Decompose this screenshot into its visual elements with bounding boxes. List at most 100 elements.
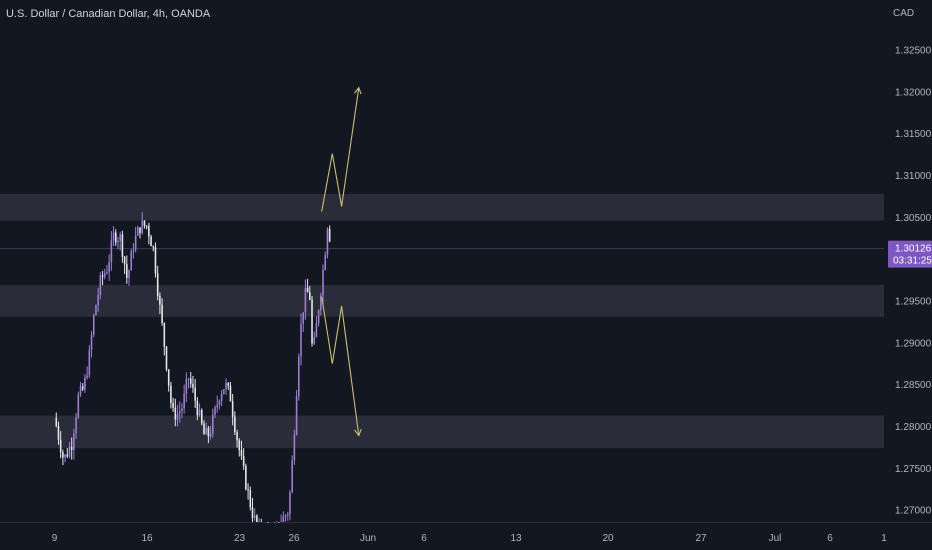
candle-body	[156, 273, 159, 296]
candle-body	[218, 400, 221, 405]
y-tick-label: 1.31500	[895, 129, 932, 140]
candle-body	[183, 393, 185, 409]
candle-body	[150, 236, 152, 247]
candle-body	[187, 378, 190, 380]
candle-body	[57, 426, 60, 440]
candle-body	[148, 225, 150, 237]
candle-body	[286, 514, 289, 516]
candle-body	[234, 416, 236, 433]
candle-body	[64, 454, 66, 458]
candle-body	[315, 323, 318, 338]
y-tick-label: 1.31000	[895, 171, 932, 182]
candle-body	[236, 432, 238, 441]
candle-body	[159, 295, 161, 305]
candle-body	[90, 334, 93, 350]
candle-body	[108, 262, 110, 273]
candle-body	[212, 414, 214, 434]
candle-body	[141, 220, 144, 234]
candle-body	[161, 304, 163, 324]
x-tick-label: 27	[695, 533, 707, 544]
candle-body	[326, 228, 329, 256]
candle-body	[247, 489, 249, 491]
candle-body	[320, 295, 322, 311]
candle-body	[66, 454, 69, 457]
candle-body	[92, 315, 95, 335]
candle-body	[313, 337, 316, 344]
candle-body	[176, 413, 179, 420]
x-tick-label: 6	[421, 533, 427, 544]
projection-down-arrow	[321, 296, 360, 436]
candle-body	[317, 310, 320, 324]
candle-body	[75, 417, 77, 434]
candle-body	[117, 240, 119, 243]
candle-body	[242, 456, 245, 466]
candle-body	[137, 227, 139, 236]
candle-body	[220, 393, 223, 401]
candle-body	[77, 394, 80, 418]
candle-body	[309, 292, 311, 300]
candle-body	[203, 423, 205, 435]
projection-down-arrow-head	[354, 428, 362, 437]
candle-body	[55, 418, 58, 427]
candle-body	[163, 323, 166, 347]
candle-body	[253, 515, 256, 519]
candle-body	[322, 269, 324, 296]
candle-body	[231, 401, 234, 417]
candle-body	[311, 299, 313, 344]
y-tick-label: 1.29000	[895, 338, 932, 349]
candle-body	[238, 440, 241, 451]
candle-body	[251, 507, 254, 519]
candle-body	[306, 287, 309, 293]
candle-body	[88, 349, 91, 376]
candle-body	[128, 270, 130, 278]
candle-body	[79, 386, 82, 395]
candle-body	[192, 383, 194, 388]
y-axis-currency-label: CAD	[893, 8, 914, 19]
candle-body	[185, 378, 188, 394]
candle-body	[123, 256, 126, 265]
candle-body	[223, 389, 225, 394]
candle-body	[229, 385, 232, 402]
y-tick-label: 1.28500	[895, 380, 932, 391]
projection-up-arrow-head	[354, 86, 362, 95]
candle-body	[81, 386, 84, 390]
zone-1	[0, 193, 884, 221]
candle-body	[178, 411, 181, 414]
candle-body	[154, 247, 157, 274]
candle-body	[284, 515, 287, 517]
candle-body	[70, 446, 73, 450]
candle-body	[189, 378, 192, 384]
candle-body	[59, 439, 62, 453]
candle-body	[216, 404, 219, 408]
candle-body	[205, 427, 207, 435]
zone-2	[0, 285, 884, 317]
candle-body	[225, 383, 227, 390]
candle-body	[200, 409, 203, 424]
candle-body	[134, 235, 137, 251]
candle-body	[256, 515, 258, 522]
candle-body	[245, 465, 247, 490]
candle-body	[295, 396, 298, 435]
candle-body	[130, 251, 133, 271]
candle-body	[86, 375, 88, 378]
candle-body	[97, 294, 99, 306]
candle-body	[181, 408, 183, 412]
time-axis-panel	[0, 523, 932, 550]
candle-body	[172, 403, 174, 408]
candle-body	[165, 346, 168, 370]
candle-body	[167, 369, 170, 386]
x-tick-label: 1	[881, 533, 887, 544]
candle-body	[139, 227, 141, 234]
candles	[55, 212, 331, 531]
candle-body	[62, 452, 64, 458]
chart-title: U.S. Dollar / Canadian Dollar, 4h, OANDA	[6, 8, 211, 20]
candle-body	[101, 275, 104, 277]
candle-body	[106, 272, 108, 274]
zone-3	[0, 415, 884, 449]
x-tick-label: Jul	[769, 533, 782, 544]
candle-body	[249, 489, 252, 508]
price-axis-panel	[884, 0, 932, 550]
x-tick-label: 6	[827, 533, 833, 544]
candle-body	[68, 446, 71, 457]
